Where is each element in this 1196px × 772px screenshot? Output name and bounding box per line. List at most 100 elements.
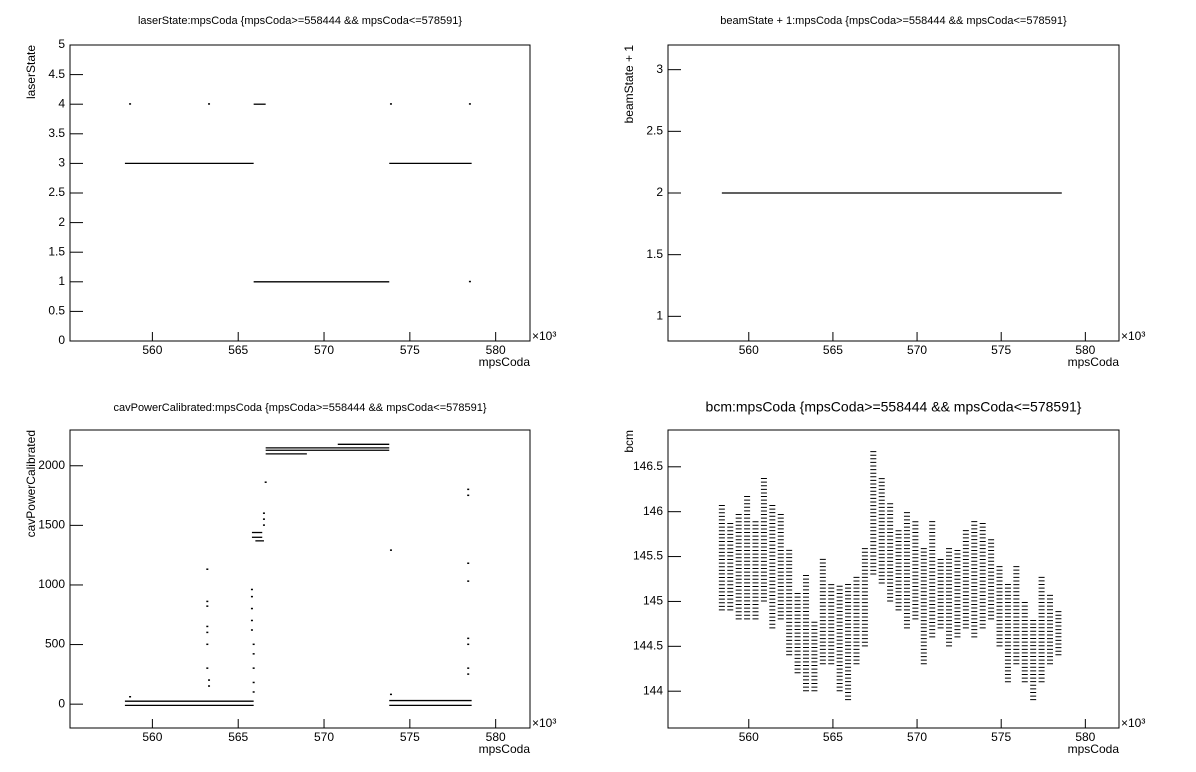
- y-tick-label: 2000: [38, 458, 65, 472]
- x-tick-label: 565: [823, 730, 843, 744]
- panel-title: laserState:mpsCoda {mpsCoda>=558444 && m…: [138, 15, 462, 27]
- x-tick-label: 570: [314, 343, 334, 357]
- y-tick-label: 145.5: [633, 549, 663, 563]
- data-point: [250, 595, 253, 598]
- data-point: [467, 643, 470, 646]
- data-point: [467, 488, 470, 491]
- data-point: [208, 679, 211, 681]
- data-point: [250, 619, 253, 622]
- data-point: [129, 103, 132, 105]
- x-scale-label: ×10³: [1121, 716, 1145, 730]
- y-tick-label: 1500: [38, 518, 65, 532]
- x-tick-label: 575: [991, 343, 1011, 357]
- data-point: [389, 549, 392, 551]
- x-tick-label: 575: [400, 730, 420, 744]
- data-point: [206, 667, 209, 669]
- plot-frame: [69, 429, 531, 729]
- data-point: [389, 693, 392, 696]
- data-point: [467, 494, 470, 497]
- data-point: [389, 103, 392, 105]
- x-tick-label: 570: [314, 730, 334, 744]
- data-point: [252, 667, 255, 669]
- x-axis-label: mpsCoda: [479, 355, 531, 369]
- data-point: [467, 580, 470, 582]
- x-tick-label: 565: [228, 343, 248, 357]
- panel: laserState:mpsCoda {mpsCoda>=558444 && m…: [24, 15, 556, 369]
- data-point: [262, 512, 265, 514]
- data-point: [262, 524, 265, 526]
- y-tick-label: 146: [643, 504, 663, 518]
- data-point: [252, 691, 255, 693]
- x-axis-label: mpsCoda: [1068, 742, 1120, 756]
- x-tick-label: 580: [1075, 343, 1095, 357]
- x-scale-label: ×10³: [532, 329, 556, 343]
- data-point: [206, 643, 209, 646]
- data-point: [206, 605, 209, 607]
- y-tick-label: 144.5: [633, 638, 663, 652]
- data-point: [262, 518, 265, 520]
- panel: beamState + 1:mpsCoda {mpsCoda>=558444 &…: [622, 15, 1145, 369]
- y-tick-label: 500: [45, 637, 65, 651]
- y-tick-label: 2: [58, 215, 65, 229]
- y-tick-label: 2.5: [646, 124, 663, 138]
- y-tick-label: 1.5: [646, 247, 663, 261]
- data-point: [252, 643, 255, 646]
- x-scale-label: ×10³: [1121, 329, 1145, 343]
- x-tick-label: 580: [1075, 730, 1095, 744]
- x-tick-label: 560: [739, 730, 759, 744]
- x-tick-label: 565: [228, 730, 248, 744]
- data-point: [467, 637, 470, 640]
- y-tick-label: 3: [58, 156, 65, 170]
- y-tick-label: 1000: [38, 577, 65, 591]
- x-tick-label: 575: [991, 730, 1011, 744]
- x-tick-label: 565: [823, 343, 843, 357]
- data-point: [208, 685, 211, 687]
- x-tick-label: 580: [486, 343, 506, 357]
- x-axis-label: mpsCoda: [479, 742, 531, 756]
- y-tick-label: 145: [643, 594, 663, 608]
- y-tick-label: 0.5: [48, 304, 65, 318]
- y-axis-label: cavPowerCalibrated: [24, 430, 38, 537]
- y-tick-label: 3.5: [48, 126, 65, 140]
- data-point: [467, 673, 470, 675]
- data-point: [206, 625, 209, 628]
- y-tick-label: 5: [58, 37, 65, 51]
- data-point: [206, 600, 209, 603]
- y-tick-label: 144: [643, 683, 663, 697]
- panel: cavPowerCalibrated:mpsCoda {mpsCoda>=558…: [24, 402, 556, 756]
- x-tick-label: 575: [400, 343, 420, 357]
- x-scale-label: ×10³: [532, 716, 556, 730]
- y-tick-label: 1: [656, 309, 663, 323]
- y-tick-label: 2: [656, 185, 663, 199]
- y-tick-label: 1: [58, 274, 65, 288]
- y-tick-label: 4: [58, 96, 65, 110]
- x-tick-label: 570: [907, 343, 927, 357]
- data-point: [252, 653, 255, 655]
- y-axis-label: bcm: [622, 430, 636, 453]
- y-tick-label: 0: [58, 333, 65, 347]
- panel-title: beamState + 1:mpsCoda {mpsCoda>=558444 &…: [720, 15, 1067, 27]
- x-tick-label: 560: [142, 730, 162, 744]
- y-tick-label: 2.5: [48, 185, 65, 199]
- data-point: [250, 629, 253, 631]
- x-tick-label: 580: [486, 730, 506, 744]
- data-point: [468, 280, 471, 283]
- plot-frame: [69, 44, 531, 342]
- y-tick-label: 1.5: [48, 244, 65, 258]
- y-tick-label: 0: [58, 696, 65, 710]
- data-point: [206, 631, 209, 634]
- x-axis-label: mpsCoda: [1068, 355, 1120, 369]
- y-tick-label: 146.5: [633, 459, 663, 473]
- data-point: [206, 568, 209, 570]
- data-point: [252, 681, 255, 684]
- data-point: [264, 481, 267, 483]
- data-point: [467, 667, 470, 669]
- x-tick-label: 560: [142, 343, 162, 357]
- y-axis-label: laserState: [24, 45, 38, 99]
- y-tick-label: 4.5: [48, 67, 65, 81]
- x-tick-label: 570: [907, 730, 927, 744]
- data-point: [467, 562, 470, 565]
- y-axis-label: beamState + 1: [622, 45, 636, 124]
- data-point: [250, 588, 253, 591]
- panel-title: bcm:mpsCoda {mpsCoda>=558444 && mpsCoda<…: [706, 399, 1082, 415]
